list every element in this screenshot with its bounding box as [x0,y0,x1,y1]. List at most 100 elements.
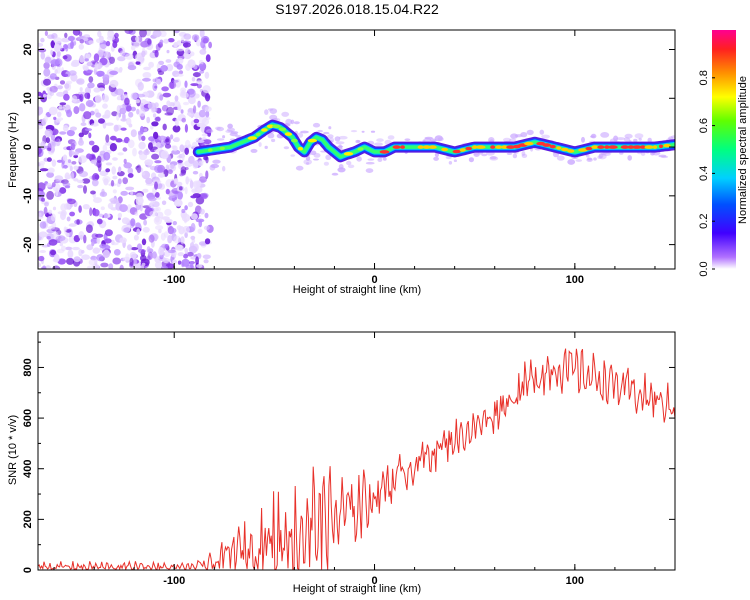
noise-speckle [55,118,61,123]
noise-speckle [44,115,48,123]
noise-speckle [84,128,92,132]
noise-speckle [102,144,108,153]
noise-speckle [161,200,167,206]
halo-speckle [556,155,565,161]
noise-speckle [133,234,139,241]
halo-speckle [327,134,334,139]
noise-speckle [66,129,75,137]
noise-speckle [145,177,153,185]
noise-speckle [83,111,92,120]
noise-speckle [81,249,85,254]
colorbar-tick-label: 0.6 [698,118,710,133]
noise-speckle [51,182,56,188]
ridge-hotspot [307,138,318,143]
snr-frame [37,331,676,571]
noise-speckle [112,189,117,194]
noise-speckle [46,183,52,188]
noise-speckle [46,171,54,178]
noise-speckle [44,56,52,64]
halo-speckle [520,132,528,138]
noise-speckle [162,92,172,98]
snr-series-line [38,348,675,570]
noise-speckle [173,136,180,143]
halo-speckle [216,138,225,141]
noise-speckle [110,180,115,187]
noise-speckle [196,139,205,143]
halo-speckle [312,122,321,128]
noise-speckle [118,69,123,73]
halo-speckle [365,168,374,174]
noise-speckle [105,134,110,143]
noise-speckle [91,174,96,181]
x-tick-label: -100 [163,274,185,286]
noise-speckle [135,99,141,104]
ridge-hotspot [644,145,654,149]
halo-speckle [660,155,669,159]
noise-speckle [53,138,60,142]
noise-speckle [127,139,135,149]
noise-speckle [79,87,83,92]
noise-speckle [79,95,83,101]
noise-speckle [48,209,53,215]
noise-speckle [86,153,92,159]
ridge-hotspot [620,145,630,149]
noise-speckle [38,262,42,268]
noise-speckle [38,182,46,191]
halo-speckle [268,108,274,111]
noise-speckle [85,69,94,74]
noise-speckle [151,121,159,127]
noise-speckle [160,65,169,72]
x-tick-label: 0 [371,575,377,587]
noise-speckle [203,259,209,264]
noise-speckle [180,166,187,174]
noise-speckle [63,226,67,232]
noise-speckle [117,178,122,185]
halo-speckle [613,135,619,142]
halo-speckle [602,152,611,156]
noise-speckle [119,204,128,213]
noise-speckle [199,49,207,55]
noise-speckle [89,207,93,217]
noise-speckle [38,42,44,47]
halo-speckle [338,144,343,150]
noise-speckle [200,194,208,200]
noise-speckle [173,30,180,34]
ridge-hotspot [291,138,298,143]
noise-speckle [186,112,192,116]
ridge-hotspot [472,145,478,149]
halo-speckle [293,121,300,125]
halo-speckle [356,156,362,162]
noise-speckle [150,125,154,130]
halo-speckle [212,159,221,164]
noise-speckle [83,234,87,244]
noise-speckle [103,151,111,161]
halo-speckle [434,135,443,142]
halo-speckle [670,135,675,139]
noise-speckle [109,70,118,76]
spectrogram-frame [37,29,676,270]
noise-speckle [50,40,55,49]
x-tick-label: 0 [371,274,377,286]
noise-speckle [184,248,188,253]
noise-speckle [195,256,200,266]
halo-speckle [429,138,437,142]
noise-speckle [141,238,147,246]
noise-speckle [178,186,183,191]
noise-speckle [62,125,69,132]
noise-speckle [125,186,135,191]
noise-speckle [59,187,67,194]
noise-speckle [154,49,159,58]
noise-speckle [130,92,138,100]
noise-speckle [99,191,108,197]
noise-speckle [98,44,107,49]
noise-speckle [43,68,51,77]
noise-speckle [202,254,211,260]
noise-speckle [203,139,212,145]
noise-speckle [53,254,60,263]
noise-speckle [78,139,84,146]
halo-speckle [338,135,348,140]
noise-speckle [193,243,199,252]
noise-speckle [179,144,185,153]
noise-speckle [147,197,157,202]
noise-speckle [148,61,155,68]
